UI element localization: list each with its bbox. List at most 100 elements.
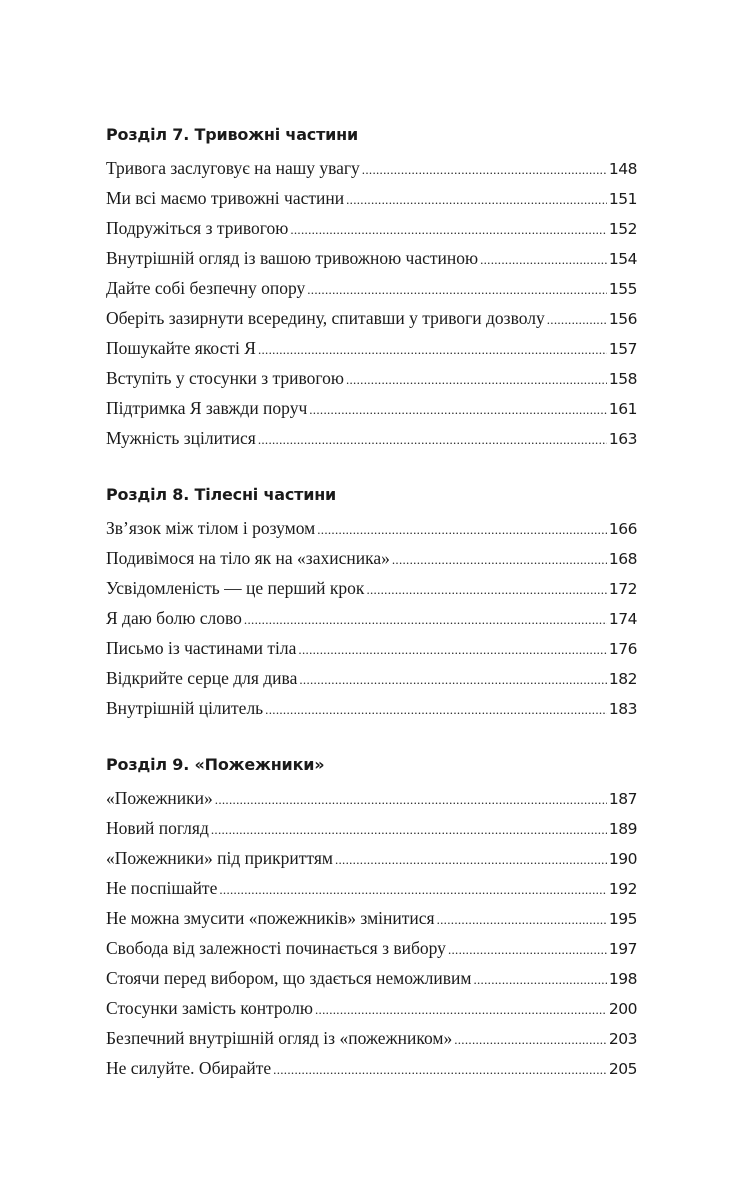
entry-page-number: 197 — [608, 940, 638, 958]
toc-entry: Внутрішній огляд із вашою тривожною част… — [106, 243, 638, 275]
toc-entry: Мужність зцілитися 163 — [106, 423, 638, 455]
dot-leader — [273, 1055, 607, 1085]
dot-leader — [454, 1025, 607, 1055]
entry-page-number: 152 — [608, 220, 638, 238]
dot-leader — [346, 365, 607, 395]
dot-leader — [346, 185, 607, 215]
toc-entry: Оберіть зазирнути всередину, спитавши у … — [106, 303, 638, 333]
toc-entry: Не можна змусити «пожежників» змінитися 1… — [106, 903, 638, 935]
table-of-contents: Розділ 7. Тривожні частини Тривога заслуг… — [106, 120, 638, 1110]
entry-title: «Пожежники» — [106, 788, 213, 808]
dot-leader — [315, 995, 607, 1025]
section-heading: Розділ 8. Тілесні частини — [106, 485, 337, 504]
toc-entry: Дайте собі безпечну опору 155 — [106, 273, 638, 305]
entry-page-number: 158 — [608, 370, 638, 388]
entry-title: Усвідомленість — це перший крок — [106, 578, 365, 598]
dot-leader — [437, 905, 607, 935]
entry-page-number: 182 — [608, 670, 638, 688]
entry-title: Внутрішній огляд із вашою тривожною част… — [106, 248, 479, 268]
dot-leader — [298, 635, 606, 665]
dot-leader — [299, 665, 607, 695]
dot-leader — [317, 515, 607, 545]
entry-title: Стоячи перед вибором, що здається неможл… — [106, 968, 472, 988]
entry-title: Тривога заслуговує на нашу увагу — [106, 158, 360, 178]
entry-page-number: 189 — [608, 820, 638, 838]
entry-title: Свобода від залежності починається з виб… — [106, 938, 446, 958]
toc-entry: Свобода від залежності починається з виб… — [106, 933, 638, 965]
entry-title: Оберіть зазирнути всередину, спитавши у … — [106, 308, 545, 328]
toc-entry: Внутрішній цілитель 183 — [106, 693, 638, 725]
entry-page-number: 200 — [608, 1000, 638, 1018]
entry-title: Новий погляд — [106, 818, 209, 838]
toc-entry: Усвідомленість — це перший крок 172 — [106, 573, 638, 605]
dot-leader — [258, 335, 607, 365]
entry-page-number: 172 — [608, 580, 638, 598]
entry-page-number: 161 — [608, 400, 638, 418]
toc-section: Розділ 8. Тілесні частини Зв’язок між тіл… — [106, 480, 638, 725]
toc-entry: Ми всі маємо тривожні частини 151 — [106, 183, 638, 215]
toc-entry: Не силуйте. Обирайте 205 — [106, 1053, 638, 1085]
dot-leader — [448, 935, 607, 965]
entry-page-number: 156 — [608, 310, 638, 328]
entry-title: Подивімося на тіло як на «захисника» — [106, 548, 390, 568]
dot-leader — [473, 965, 606, 995]
entry-title: Вступіть у стосунки з тривогою — [106, 368, 344, 388]
dot-leader — [258, 425, 607, 455]
entry-page-number: 205 — [608, 1060, 638, 1078]
toc-entry: Підтримка Я завжди поруч 161 — [106, 393, 638, 425]
toc-entry: Письмо із частинами тіла 176 — [106, 633, 638, 665]
entry-page-number: 168 — [608, 550, 638, 568]
entry-page-number: 183 — [608, 700, 638, 718]
entry-page-number: 151 — [608, 190, 638, 208]
entry-title: Ми всі маємо тривожні частини — [106, 188, 345, 208]
dot-leader — [366, 575, 606, 605]
entry-title: Дайте собі безпечну опору — [106, 278, 306, 298]
entry-title: Подружіться з тривогою — [106, 218, 289, 238]
entry-page-number: 154 — [608, 250, 638, 268]
toc-entry: Я даю болю слово 174 — [106, 603, 638, 635]
entry-page-number: 190 — [608, 850, 638, 868]
dot-leader — [219, 875, 607, 905]
entry-page-number: 148 — [608, 160, 638, 178]
section-heading: Розділ 9. «Пожежники» — [106, 755, 325, 774]
entry-page-number: 203 — [608, 1030, 638, 1048]
toc-entry: Стоячи перед вибором, що здається неможл… — [106, 963, 638, 995]
entry-title: Внутрішній цілитель — [106, 698, 264, 718]
entry-page-number: 174 — [608, 610, 638, 628]
entry-title: Підтримка Я завжди поруч — [106, 398, 308, 418]
section-heading: Розділ 7. Тривожні частини — [106, 125, 359, 144]
entry-page-number: 155 — [608, 280, 638, 298]
dot-leader — [244, 605, 607, 635]
toc-entry: Не поспішайте 192 — [106, 873, 638, 905]
toc-entry: Вступіть у стосунки з тривогою 158 — [106, 363, 638, 395]
toc-entry: Подружіться з тривогою 152 — [106, 213, 638, 245]
toc-entry: Подивімося на тіло як на «захисника» 168 — [106, 543, 638, 575]
dot-leader — [211, 815, 607, 845]
dot-leader — [480, 245, 607, 275]
entry-page-number: 163 — [608, 430, 638, 448]
entry-title: Я даю болю слово — [106, 608, 242, 628]
entry-title: Зв’язок між тілом і розумом — [106, 518, 316, 538]
toc-entry: Пошукайте якості Я 157 — [106, 333, 638, 365]
dot-leader — [335, 845, 607, 875]
toc-entry: Стосунки замість контролю 200 — [106, 993, 638, 1025]
dot-leader — [362, 155, 607, 185]
entry-page-number: 195 — [608, 910, 638, 928]
dot-leader — [307, 275, 607, 305]
toc-section: Розділ 7. Тривожні частини Тривога заслуг… — [106, 120, 638, 455]
entry-title: Безпечний внутрішній огляд із «пожежнико… — [106, 1028, 453, 1048]
entry-title: Відкрийте серце для дива — [106, 668, 298, 688]
dot-leader — [290, 215, 607, 245]
dot-leader — [309, 395, 607, 425]
toc-entry: Тривога заслуговує на нашу увагу 148 — [106, 153, 638, 185]
entry-title: Не можна змусити «пожежників» змінитися — [106, 908, 435, 928]
toc-entry: Новий погляд 189 — [106, 813, 638, 845]
entry-title: Письмо із частинами тіла — [106, 638, 297, 658]
entry-title: Пошукайте якості Я — [106, 338, 256, 358]
toc-section: Розділ 9. «Пожежники» «Пожежники» 187 Новий… — [106, 750, 638, 1085]
entry-page-number: 192 — [608, 880, 638, 898]
entry-page-number: 157 — [608, 340, 638, 358]
toc-entry: Відкрийте серце для дива 182 — [106, 663, 638, 695]
dot-leader — [265, 695, 607, 725]
dot-leader — [392, 545, 607, 575]
